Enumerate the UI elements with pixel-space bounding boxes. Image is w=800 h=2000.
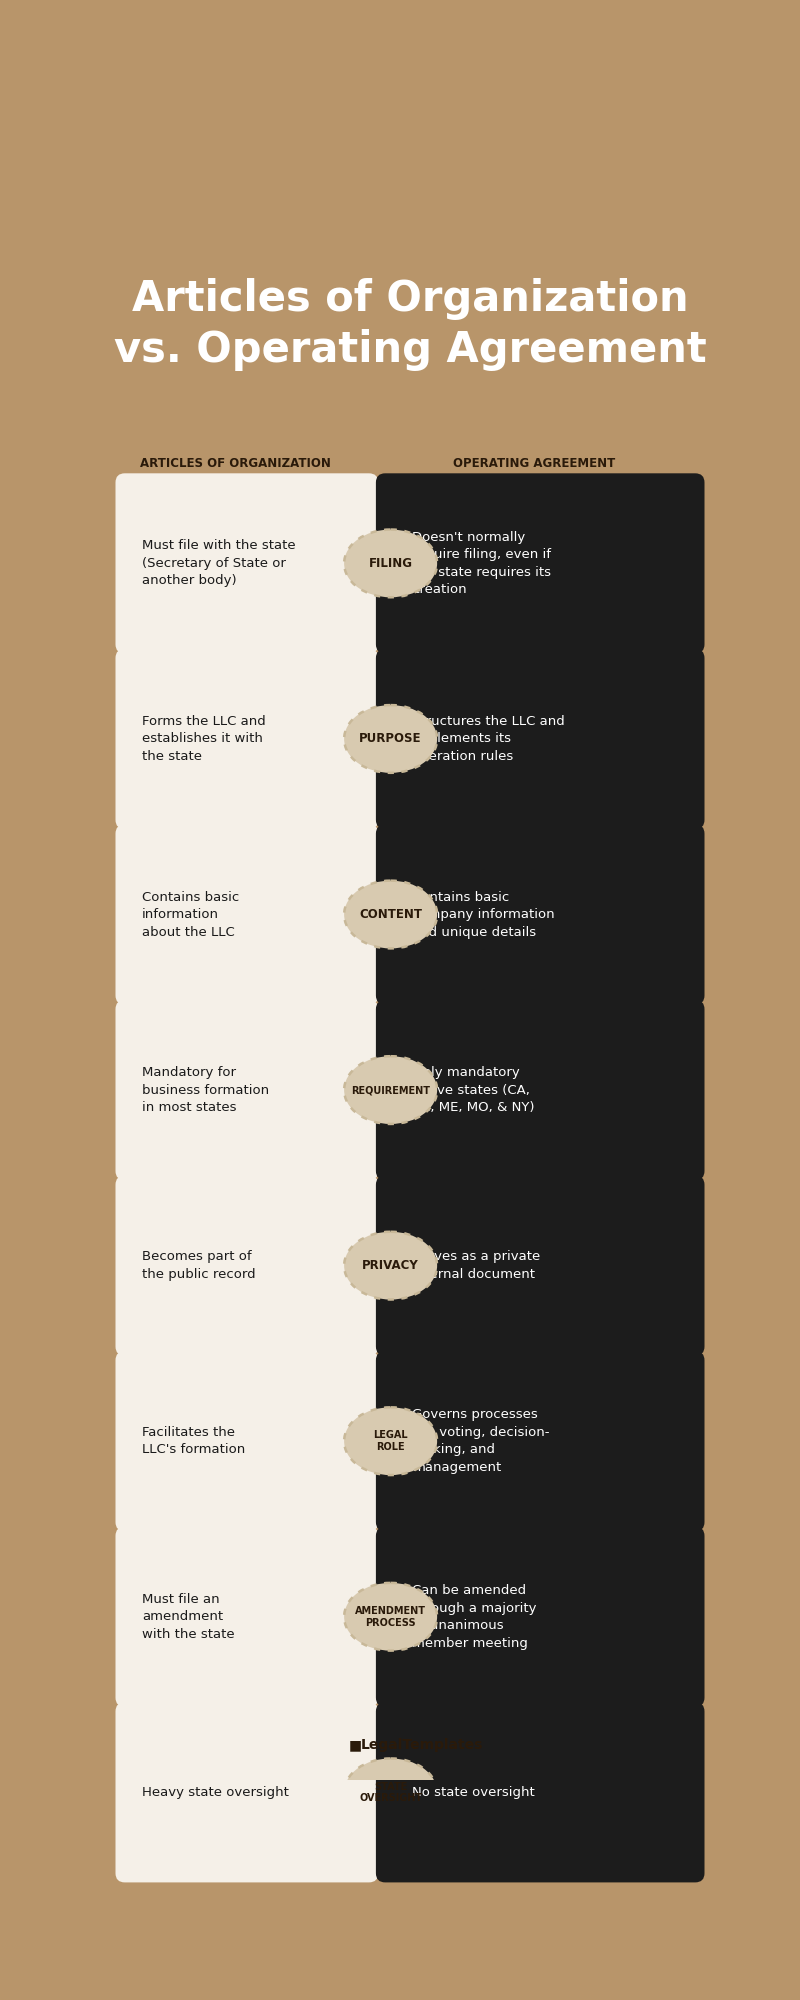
Ellipse shape [344,706,437,772]
FancyBboxPatch shape [115,474,378,654]
FancyBboxPatch shape [376,1176,705,1356]
Text: PRIVACY: PRIVACY [362,1260,419,1272]
Text: Can be amended
through a majority
or unanimous
member meeting: Can be amended through a majority or una… [412,1584,537,1650]
Text: No state oversight: No state oversight [412,1786,535,1798]
FancyBboxPatch shape [115,1000,378,1180]
FancyBboxPatch shape [115,1526,378,1706]
Text: REQUIREMENT: REQUIREMENT [351,1086,430,1096]
Text: Must file an
amendment
with the state: Must file an amendment with the state [142,1592,234,1640]
Ellipse shape [344,1232,437,1300]
Text: Contains basic
company information
and unique details: Contains basic company information and u… [412,890,555,938]
FancyBboxPatch shape [115,1702,378,1882]
FancyBboxPatch shape [376,824,705,1004]
Text: STATE
OVERSIGHT: STATE OVERSIGHT [359,1782,422,1804]
Ellipse shape [344,1758,437,1826]
Text: LegalTemplates: LegalTemplates [361,1738,483,1752]
Text: Contains basic
information
about the LLC: Contains basic information about the LLC [142,890,239,938]
Text: Governs processes
like voting, decision-
making, and
management: Governs processes like voting, decision-… [412,1408,550,1474]
Text: Doesn't normally
require filing, even if
the state requires its
creation: Doesn't normally require filing, even if… [412,530,551,596]
FancyBboxPatch shape [376,1000,705,1180]
Text: OPERATING AGREEMENT: OPERATING AGREEMENT [453,456,615,470]
FancyBboxPatch shape [376,1702,705,1882]
Text: Facilitates the
LLC's formation: Facilitates the LLC's formation [142,1426,245,1456]
FancyBboxPatch shape [376,1526,705,1706]
Text: ■: ■ [349,1738,362,1752]
Ellipse shape [344,880,437,948]
Text: Mandatory for
business formation
in most states: Mandatory for business formation in most… [142,1066,269,1114]
Text: Must file with the state
(Secretary of State or
another body): Must file with the state (Secretary of S… [142,540,295,588]
Ellipse shape [344,530,437,598]
Text: PURPOSE: PURPOSE [359,732,422,746]
Text: FILING: FILING [369,556,413,570]
FancyBboxPatch shape [376,648,705,830]
FancyBboxPatch shape [115,648,378,830]
Ellipse shape [344,1408,437,1476]
FancyBboxPatch shape [115,824,378,1004]
FancyBboxPatch shape [376,1352,705,1532]
Text: Heavy state oversight: Heavy state oversight [142,1786,289,1798]
Text: AMENDMENT
PROCESS: AMENDMENT PROCESS [355,1606,426,1628]
Text: Forms the LLC and
establishes it with
the state: Forms the LLC and establishes it with th… [142,714,266,762]
Text: Articles of Organization
vs. Operating Agreement: Articles of Organization vs. Operating A… [114,278,706,370]
Text: CONTENT: CONTENT [359,908,422,922]
Text: Serves as a private
internal document: Serves as a private internal document [412,1250,541,1280]
FancyBboxPatch shape [115,1176,378,1356]
Text: LEGAL
ROLE: LEGAL ROLE [374,1430,408,1452]
Ellipse shape [344,1056,437,1124]
Text: Only mandatory
in five states (CA,
DE, ME, MO, & NY): Only mandatory in five states (CA, DE, M… [412,1066,535,1114]
Ellipse shape [344,1582,437,1650]
FancyBboxPatch shape [376,474,705,654]
Text: Structures the LLC and
implements its
operation rules: Structures the LLC and implements its op… [412,714,565,762]
FancyBboxPatch shape [115,1352,378,1532]
Text: ARTICLES OF ORGANIZATION: ARTICLES OF ORGANIZATION [140,456,331,470]
Text: Becomes part of
the public record: Becomes part of the public record [142,1250,255,1280]
